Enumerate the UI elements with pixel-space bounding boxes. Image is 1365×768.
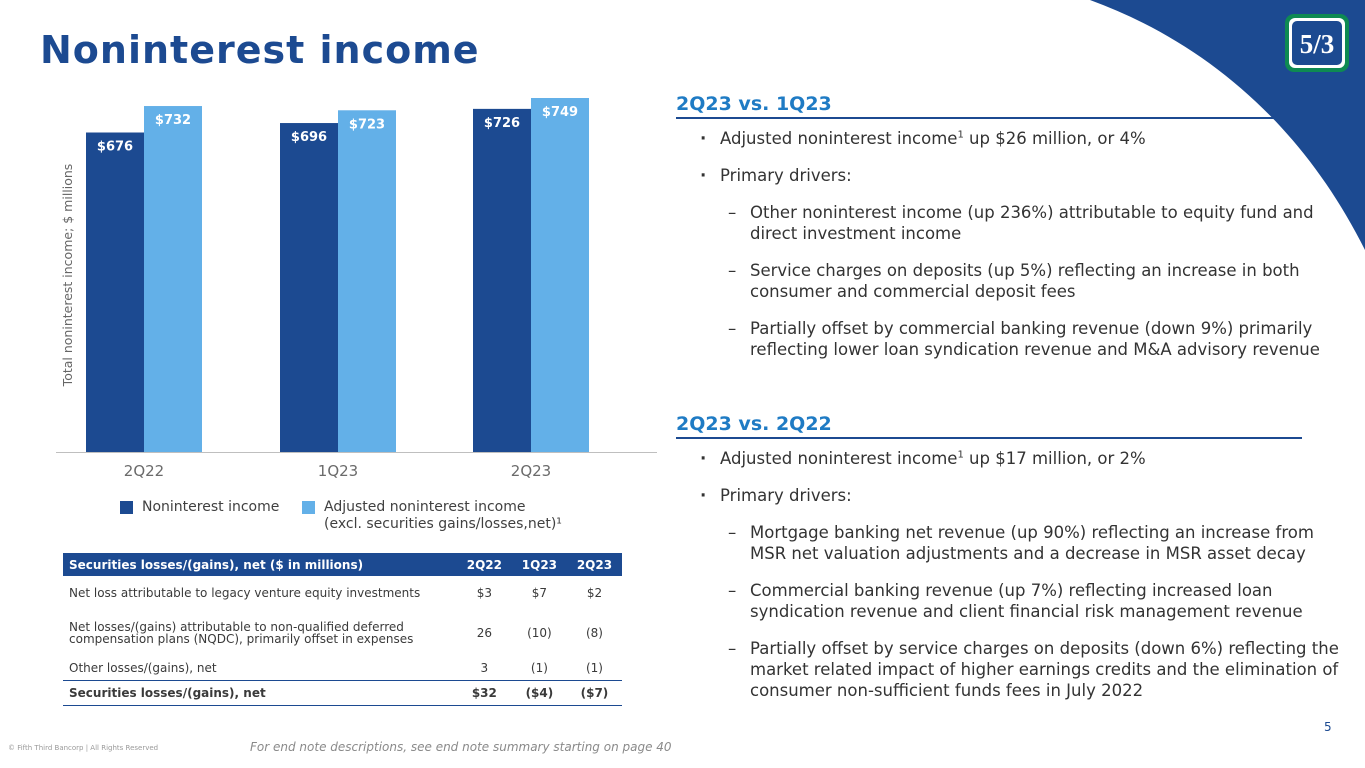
bar-adjusted-2q22 [144, 106, 202, 452]
fifth-third-logo: 5/3 [1285, 14, 1349, 72]
sub-bullet-item: Partially offset by commercial banking r… [700, 318, 1340, 360]
table-cell: $3 [476, 586, 492, 600]
bullet-item: Adjusted noninterest income1 up $17 mill… [700, 448, 1340, 469]
table-cell: Net losses/(gains) attributable to non-q… [69, 620, 414, 646]
legend-swatch-adjusted [302, 501, 315, 514]
bullet-text: Adjusted noninterest income [720, 129, 958, 148]
legend-label-adjusted: Adjusted noninterest income (excl. secur… [324, 499, 562, 533]
bar-noninterest-2q23 [473, 108, 531, 453]
table-cell: Other losses/(gains), net [69, 660, 217, 675]
table-cell: (8) [585, 626, 603, 640]
end-note-text: For end note descriptions, see end note … [250, 740, 672, 754]
bullet-text: Adjusted noninterest income [720, 449, 958, 468]
table-total-cell: $32 [456, 679, 512, 706]
x-tick-label: 1Q23 [318, 462, 358, 480]
bullet-item: Primary drivers: [700, 485, 1340, 506]
bullet-item: Adjusted noninterest income1 up $26 mill… [700, 128, 1340, 149]
footnote-marker: 1 [957, 449, 964, 461]
table-cell: $7 [531, 586, 548, 600]
copyright-text: © Fifth Third Bancorp | All Rights Reser… [8, 744, 159, 752]
table-total-cell: ($4) [511, 679, 567, 706]
table-header-cell: 1Q23 [511, 553, 567, 576]
table-cell: Net loss attributable to legacy venture … [69, 586, 421, 600]
table-header-cell: 2Q23 [566, 553, 622, 576]
legend-swatch-noninterest [120, 501, 133, 514]
data-label: $749 [542, 105, 578, 120]
bar-adjusted-1q23 [338, 110, 396, 452]
data-label: $696 [291, 130, 327, 145]
y-axis-label: Total noninterest income; $ millions [60, 164, 75, 388]
page-title: Noninterest income [40, 28, 480, 72]
table-row: Net loss attributable to legacy venture … [63, 576, 622, 610]
sub-bullet-item: Mortgage banking net revenue (up 90%) re… [700, 522, 1340, 564]
table-cell: 26 [476, 626, 492, 640]
data-label: $676 [97, 140, 133, 155]
section-heading-yoy: 2Q23 vs. 2Q22 [676, 413, 1302, 439]
table-header-row: Securities losses/(gains), net ($ in mil… [63, 553, 622, 576]
sub-bullet-item: Other noninterest income (up 236%) attri… [700, 202, 1340, 244]
table-header-cell: Securities losses/(gains), net ($ in mil… [63, 553, 457, 576]
table-row: Other losses/(gains), net 3 (1) (1) [63, 656, 622, 680]
x-tick-label: 2Q22 [124, 462, 164, 480]
table-cell: 3 [480, 660, 489, 675]
sub-bullet-item: Partially offset by service charges on d… [700, 638, 1340, 701]
footnote-marker: 1 [957, 129, 964, 141]
page-number: 5 [1324, 720, 1332, 734]
table-row: Net losses/(gains) attributable to non-q… [63, 610, 622, 656]
table-cell: $2 [586, 586, 603, 600]
data-label: $726 [484, 116, 520, 131]
bar-chart: Total noninterest income; $ millions $676… [56, 98, 657, 480]
bar-noninterest-2q22 [86, 132, 144, 452]
securities-table: Securities losses/(gains), net ($ in mil… [63, 553, 622, 706]
bullet-item: Primary drivers: [700, 165, 1340, 186]
table-cell: (1) [585, 660, 603, 675]
bar-adjusted-2q23 [531, 98, 589, 452]
table-header-cell: 2Q22 [456, 553, 512, 576]
table-cell: (10) [527, 626, 552, 640]
table-total-cell: Securities losses/(gains), net [63, 679, 457, 706]
bullet-text: up $17 million, or 2% [963, 449, 1146, 468]
data-label: $723 [349, 117, 385, 132]
chart-container: Total noninterest income; $ millions $676… [0, 0, 660, 540]
table-cell: (1) [530, 660, 548, 675]
logo-text: 5/3 [1300, 29, 1335, 59]
bullets-qoq: Adjusted noninterest income1 up $26 mill… [700, 128, 1340, 376]
table-total-cell: ($7) [566, 679, 622, 706]
section-heading-qoq: 2Q23 vs. 1Q23 [676, 93, 1302, 119]
bullet-text: up $26 million, or 4% [963, 129, 1146, 148]
table-total-row: Securities losses/(gains), net $32 ($4) … [63, 679, 622, 706]
data-label: $732 [155, 113, 191, 128]
legend-label-noninterest: Noninterest income [142, 499, 280, 515]
x-tick-label: 2Q23 [511, 462, 551, 480]
legend-label-adjusted-line1: Adjusted noninterest income [324, 499, 526, 515]
sub-bullet-item: Service charges on deposits (up 5%) refl… [700, 260, 1340, 302]
bar-noninterest-1q23 [280, 123, 338, 452]
legend-label-adjusted-line2: (excl. securities gains/losses,net)¹ [324, 516, 562, 532]
sub-bullet-item: Commercial banking revenue (up 7%) refle… [700, 580, 1340, 622]
bullets-yoy: Adjusted noninterest income1 up $17 mill… [700, 448, 1340, 717]
